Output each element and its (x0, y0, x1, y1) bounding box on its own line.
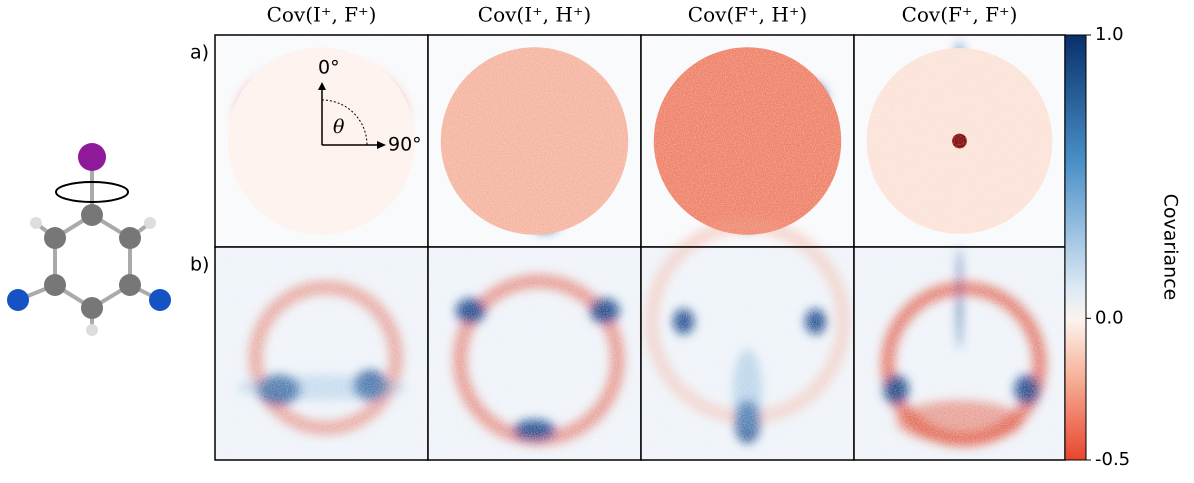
row-label: a) (190, 42, 209, 64)
annotation: θ (333, 116, 345, 138)
noise (428, 247, 641, 460)
column-title: Cov(I⁺, H⁺) (478, 3, 591, 27)
covariance-map (640, 218, 855, 461)
noise (854, 247, 1065, 460)
arrow-head (318, 82, 386, 149)
noise (854, 35, 1065, 247)
noise (428, 35, 641, 247)
colorbar-tick-label: 1.0 (1095, 24, 1124, 45)
angle-arc (321, 99, 368, 146)
column-title: Cov(F⁺, F⁺) (902, 3, 1018, 27)
covariance-map (853, 246, 1066, 461)
noise (641, 247, 854, 460)
covariance-map (214, 246, 429, 461)
covariance-map (640, 34, 855, 248)
noise (641, 35, 854, 247)
annotation: 0° (318, 57, 340, 79)
colorbar-border (1064, 34, 1087, 461)
covariance-map (853, 34, 1066, 248)
colorbar-label: Covariance (1160, 194, 1182, 301)
molecule (7, 143, 171, 336)
noise (215, 247, 428, 460)
colorbar-tick-label: 0.0 (1095, 307, 1124, 328)
column-title: Cov(F⁺, H⁺) (688, 3, 807, 27)
row-label: b) (190, 254, 209, 276)
covariance-map (427, 246, 642, 461)
colorbar (1065, 35, 1086, 460)
covariance-map (427, 34, 642, 248)
column-title: Cov(I⁺, F⁺) (267, 3, 377, 27)
annotation: 90° (388, 134, 422, 156)
colorbar-tick-label: -0.5 (1095, 449, 1130, 470)
